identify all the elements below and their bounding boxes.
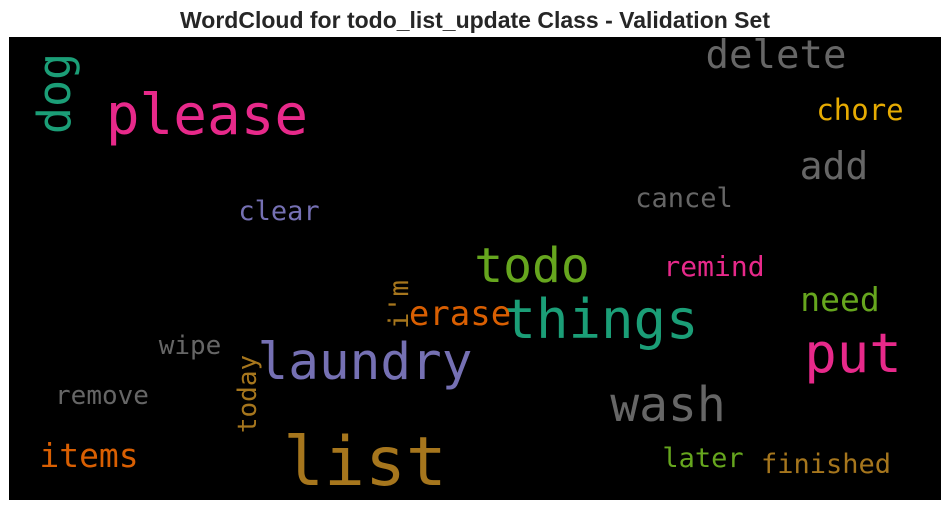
word-remind: remind xyxy=(663,253,764,281)
word-remove: remove xyxy=(55,383,149,409)
word-erase: erase xyxy=(409,297,511,331)
word-put: put xyxy=(804,327,902,381)
word-wipe: wipe xyxy=(159,333,222,359)
word-laundry: laundry xyxy=(258,337,473,388)
word-cancel: cancel xyxy=(635,185,733,212)
word-today: today xyxy=(235,355,261,433)
word-delete: delete xyxy=(706,37,847,75)
word-items: items xyxy=(39,439,138,472)
word-todo: todo xyxy=(474,242,590,290)
word-wash: wash xyxy=(610,381,726,429)
word-finished: finished xyxy=(761,451,891,478)
word-things: things xyxy=(503,293,698,347)
word-chore: chore xyxy=(816,96,903,125)
word-clear: clear xyxy=(238,198,319,225)
word-add: add xyxy=(800,147,869,185)
word-later: later xyxy=(662,445,743,472)
word-need: need xyxy=(800,283,879,316)
word-dog: dog xyxy=(33,52,78,133)
word-im: i'm xyxy=(386,280,413,329)
wordcloud-canvas: list please things laundry put todo wash dog del… xyxy=(9,37,941,500)
word-please: please xyxy=(106,88,308,144)
word-list: list xyxy=(283,429,447,497)
chart-title: WordCloud for todo_list_update Class - V… xyxy=(0,6,950,34)
